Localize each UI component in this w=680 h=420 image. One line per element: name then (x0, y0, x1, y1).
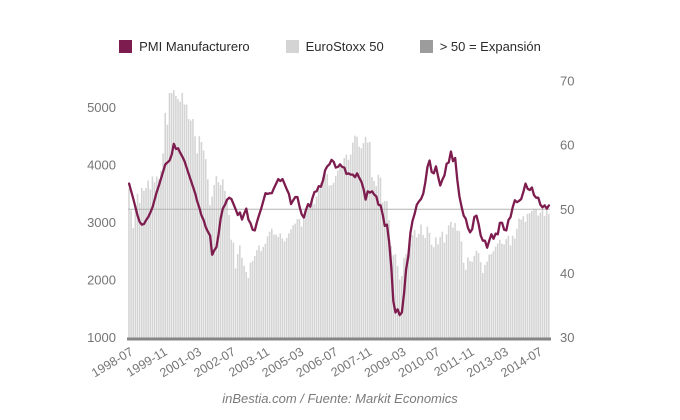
right-axis-tick: 30 (560, 330, 574, 345)
legend-item-pmi: PMI Manufacturero (119, 39, 250, 54)
legend-label-pmi: PMI Manufacturero (139, 39, 250, 54)
left-axis-tick: 1000 (87, 330, 116, 345)
right-axis-tick: 60 (560, 138, 574, 153)
legend-item-eurostoxx: EuroStoxx 50 (285, 39, 384, 54)
chart-legend: PMI Manufacturero EuroStoxx 50 > 50 = Ex… (0, 39, 660, 54)
legend-swatch-expansion-icon (419, 40, 433, 53)
left-axis-tick: 2000 (87, 273, 116, 288)
right-axis-tick: 50 (560, 202, 574, 217)
legend-label-expansion: > 50 = Expansión (439, 39, 541, 54)
left-axis-tick: 5000 (87, 100, 116, 115)
right-axis-tick: 70 (560, 74, 574, 89)
eurostoxx-bars (128, 90, 550, 338)
source-caption: inBestia.com / Fuente: Markit Economics (222, 391, 458, 406)
legend-item-expansion: > 50 = Expansión (419, 39, 541, 54)
left-axis-tick: 4000 (87, 158, 116, 173)
legend-swatch-pmi-icon (119, 40, 133, 53)
left-axis-tick: 3000 (87, 215, 116, 230)
pmi-line (127, 142, 551, 317)
legend-swatch-eurostoxx-icon (285, 40, 299, 53)
legend-label-eurostoxx: EuroStoxx 50 (305, 39, 384, 54)
right-axis-tick: 40 (560, 266, 574, 281)
